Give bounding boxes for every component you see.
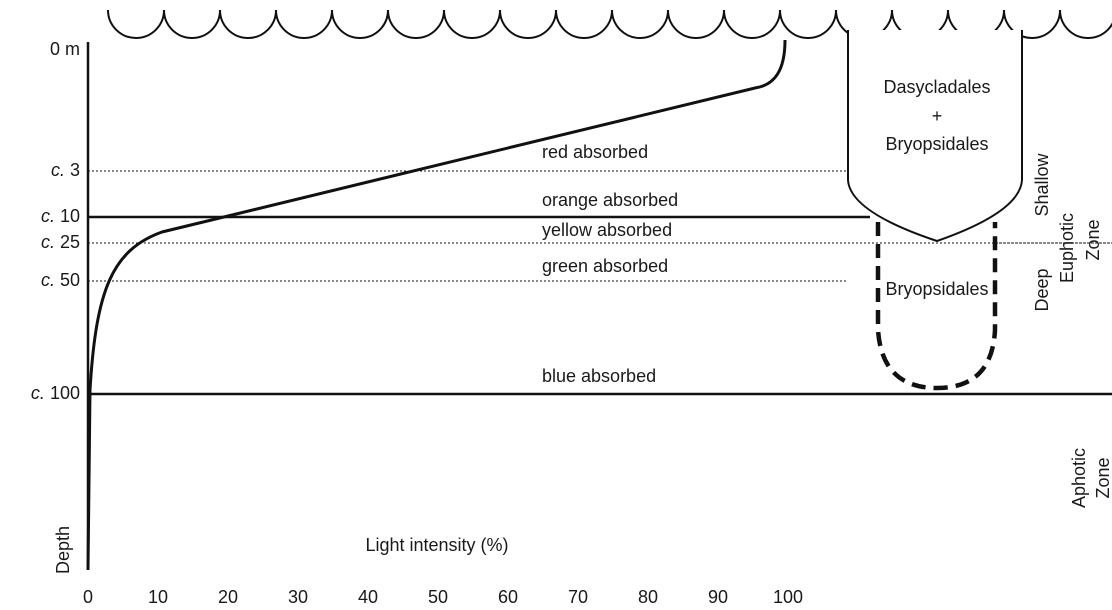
x-tick-label: 50: [428, 587, 448, 607]
depth-label: c. 10: [41, 206, 80, 226]
depth-label: c. 3: [51, 160, 80, 180]
algae-label: Bryopsidales: [885, 134, 988, 154]
zone-label: Shallow: [1032, 152, 1052, 216]
depth-prefix: c.: [41, 232, 55, 252]
depth-label: c. 50: [41, 270, 80, 290]
x-tick-label: 30: [288, 587, 308, 607]
depth-label: c. 25: [41, 232, 80, 252]
light-curve: [86, 39, 787, 571]
depth-value: 3: [70, 160, 80, 180]
x-axis-label: Light intensity (%): [365, 535, 508, 555]
depth-value: 50: [60, 270, 80, 290]
depth-prefix: c.: [51, 160, 65, 180]
zone-label: Aphotic: [1069, 448, 1089, 508]
zone-label: Zone: [1083, 219, 1103, 260]
zone-label: Euphotic: [1057, 213, 1077, 283]
water-surface: [107, 9, 1112, 39]
x-tick-label: 100: [773, 587, 803, 607]
absorbed-label: blue absorbed: [542, 366, 656, 386]
depth-label: c. 100: [31, 383, 80, 403]
x-tick-label: 40: [358, 587, 378, 607]
zone-label: Deep: [1032, 268, 1052, 311]
x-tick-label: 10: [148, 587, 168, 607]
x-tick-label: 20: [218, 587, 238, 607]
algae-label: Dasycladales: [883, 77, 990, 97]
depth-value: 25: [60, 232, 80, 252]
x-tick-label: 80: [638, 587, 658, 607]
depth-prefix: c.: [41, 270, 55, 290]
zone-label: Zone: [1093, 457, 1112, 498]
depth-value: 100: [50, 383, 80, 403]
algae-label: Bryopsidales: [885, 279, 988, 299]
x-tick-label: 60: [498, 587, 518, 607]
algae-label: +: [932, 106, 943, 126]
x-tick-label: 0: [83, 587, 93, 607]
x-tick-label: 90: [708, 587, 728, 607]
shallow-range: [847, 30, 1023, 243]
absorbed-label: red absorbed: [542, 142, 648, 162]
depth-prefix: c.: [41, 206, 55, 226]
depth-value: 10: [60, 206, 80, 226]
x-tick-label: 70: [568, 587, 588, 607]
absorbed-label: orange absorbed: [542, 190, 678, 210]
absorbed-label: yellow absorbed: [542, 220, 672, 240]
surface-label: 0 m: [50, 39, 80, 59]
deep-range: [875, 222, 998, 391]
absorbed-label: green absorbed: [542, 256, 668, 276]
depth-prefix: c.: [31, 383, 45, 403]
y-axis-label: Depth: [53, 526, 73, 574]
